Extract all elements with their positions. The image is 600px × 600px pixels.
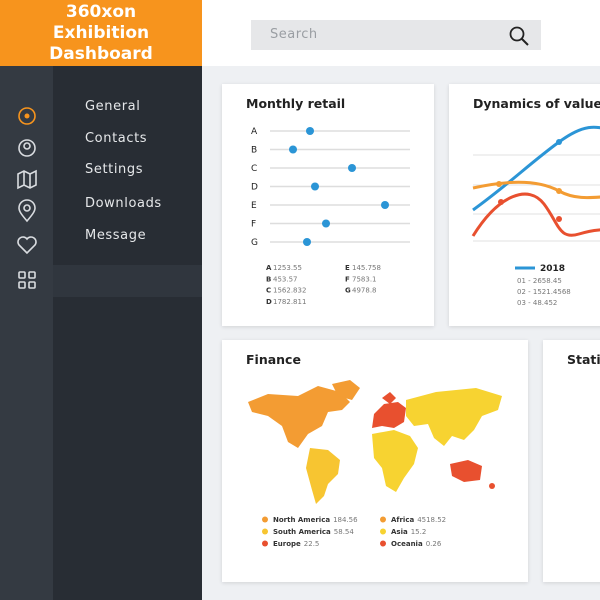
- slider-dot: [381, 201, 389, 209]
- legend-value: 22.5: [304, 540, 320, 548]
- row-label: E: [251, 201, 257, 211]
- active-row: [53, 265, 202, 297]
- icon-pin[interactable]: [18, 199, 36, 223]
- legend-entry: Asia 15.2: [391, 528, 426, 536]
- legend-value: 4978.8: [352, 287, 377, 295]
- legend-key: D: [266, 298, 272, 306]
- legend-swatch: [262, 528, 268, 535]
- legend-value: 58.54: [334, 528, 355, 536]
- icon-rail: [0, 66, 53, 600]
- icon-general[interactable]: [18, 107, 36, 125]
- slider-dot: [311, 182, 319, 191]
- legend-key: E: [345, 264, 350, 272]
- line-red: [471, 192, 600, 237]
- legend-entry: Europe 22.5: [273, 540, 319, 548]
- menu-item[interactable]: Settings: [85, 162, 144, 177]
- legend-value: 7583.1: [352, 275, 377, 283]
- legend-key: C: [266, 287, 271, 295]
- legend-swatch: [262, 516, 268, 523]
- card-title: Monthly retail: [246, 96, 346, 111]
- slider-dot: [289, 145, 297, 154]
- legend-value: 1782.811: [273, 298, 306, 306]
- search-box[interactable]: Search: [251, 20, 541, 50]
- menu: GeneralContactsSettingsDownloadsMessageS…: [53, 66, 202, 600]
- row-label: B: [251, 146, 257, 156]
- icon-map[interactable]: [17, 169, 37, 190]
- icons: [17, 107, 37, 289]
- menu-item[interactable]: General: [85, 99, 141, 114]
- legend-value: 1253.55: [273, 264, 302, 272]
- dynamics-chart: 2018 01 - 2658.45 02 - 1521.4568 03 - 48.45…: [471, 125, 600, 307]
- legend-value: 1562.832: [273, 287, 306, 295]
- legend-entry: South America 58.54: [273, 528, 354, 536]
- card-title: Stati: [567, 352, 600, 367]
- legend-name: Oceania: [391, 540, 423, 548]
- legend-name: Europe: [273, 540, 301, 548]
- menu-item[interactable]: Message: [85, 228, 147, 243]
- legend-key: G: [345, 287, 351, 295]
- legend-value: 4518.52: [417, 516, 446, 524]
- card-dynamics: Dynamics of value 2018 01 - 2658.45 02 - 1…: [449, 84, 600, 326]
- legend-swatch: [262, 540, 268, 547]
- legend-value: 15.2: [411, 528, 427, 536]
- slider-dot: [348, 164, 356, 172]
- row-label: A: [251, 127, 258, 137]
- icon-heart[interactable]: [17, 236, 37, 255]
- card-statistics: Stati: [543, 340, 600, 582]
- legend-name: Asia: [391, 528, 408, 536]
- legend-label: 2018: [540, 264, 565, 274]
- legend-entry: Oceania 0.26: [391, 540, 442, 548]
- legend-line: 02 - 1521.4568: [517, 288, 571, 296]
- menu-item[interactable]: Downloads: [85, 196, 162, 211]
- legend-key: F: [345, 275, 350, 283]
- legend-name: North America: [273, 516, 330, 524]
- card-title: Dynamics of value: [473, 96, 600, 111]
- row-label: F: [251, 220, 256, 230]
- legend-line: 01 - 2658.45: [517, 277, 562, 285]
- legend-name: South America: [273, 528, 331, 536]
- legend-key: A: [266, 264, 272, 272]
- brand-title: 360xon Exhibition Dashboard: [0, 0, 202, 66]
- row-label: C: [251, 164, 257, 174]
- legend-key: B: [266, 275, 271, 283]
- legend-entry: North America 184.56: [273, 516, 358, 524]
- row-label: D: [251, 183, 258, 193]
- legend-line: 03 - 48.452: [517, 299, 557, 307]
- slider-dot: [322, 219, 330, 228]
- icon-contacts[interactable]: [18, 139, 36, 157]
- legend-swatch: [380, 540, 386, 547]
- menu-item[interactable]: Contacts: [85, 131, 148, 146]
- search-placeholder: Search: [270, 27, 318, 42]
- search-icon[interactable]: [507, 24, 531, 48]
- legend-swatch: [380, 516, 386, 523]
- legend-name: Africa: [391, 516, 414, 524]
- card-monthly-retail: Monthly retail A B C D E F G A 1253.55 B 453.57 C 15…: [222, 84, 434, 326]
- row-label: G: [251, 238, 258, 248]
- legend-entry: Africa 4518.52: [391, 516, 446, 524]
- legend-value: 145.758: [352, 264, 381, 272]
- icon-grid[interactable]: [18, 271, 36, 289]
- legend-value: 184.56: [333, 516, 358, 524]
- slider-dot: [306, 127, 314, 135]
- legend-value: 453.57: [273, 275, 298, 283]
- legend-swatch: [380, 528, 386, 535]
- card-finance: Finance North America 184.56 South America…: [222, 340, 528, 582]
- card-title: Finance: [246, 352, 301, 367]
- legend-value: 0.26: [426, 540, 442, 548]
- slider-dot: [303, 238, 311, 246]
